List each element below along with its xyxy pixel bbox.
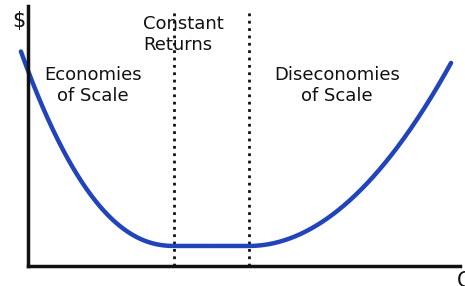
Text: Diseconomies
of Scale: Diseconomies of Scale xyxy=(274,66,400,105)
Text: Constant
Returns: Constant Returns xyxy=(143,15,224,54)
Text: $: $ xyxy=(12,11,25,31)
Text: Economies
of Scale: Economies of Scale xyxy=(44,66,142,105)
Text: Q: Q xyxy=(457,270,465,286)
